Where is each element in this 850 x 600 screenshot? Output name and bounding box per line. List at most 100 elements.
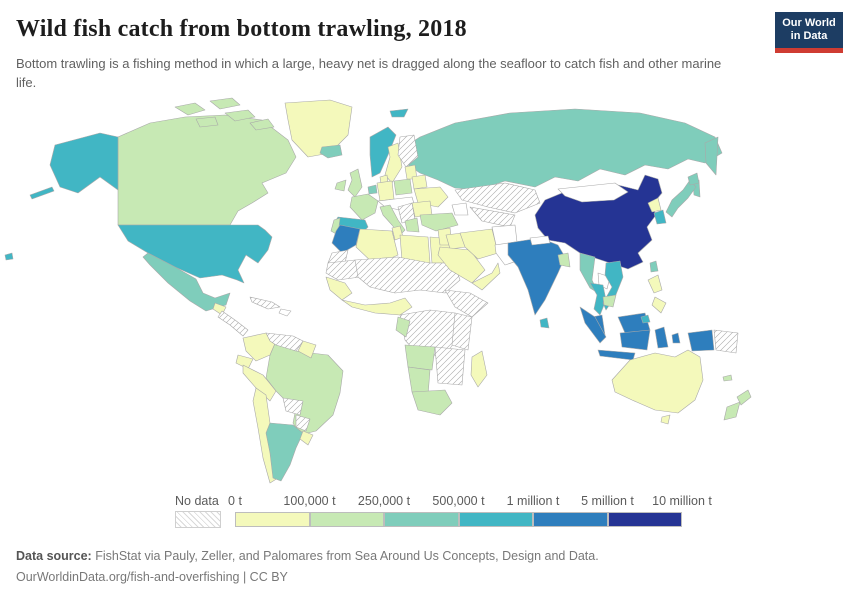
country-canada[interactable] xyxy=(117,114,297,226)
country-bangladesh[interactable] xyxy=(557,252,571,268)
country-papua-new-guinea[interactable] xyxy=(713,329,739,354)
country-arctic-island-5[interactable] xyxy=(195,116,219,128)
country-arctic-island-3[interactable] xyxy=(224,109,256,122)
country-greenland[interactable] xyxy=(284,99,353,158)
country-paraguay[interactable] xyxy=(295,414,311,432)
country-hispaniola[interactable] xyxy=(278,308,292,317)
country-thailand[interactable] xyxy=(589,282,607,316)
country-tasmania[interactable] xyxy=(660,414,671,425)
country-australia[interactable] xyxy=(611,349,704,414)
country-cambodia[interactable] xyxy=(602,294,617,308)
country-west-africa-coast[interactable] xyxy=(341,297,413,316)
country-new-zealand-south[interactable] xyxy=(723,401,741,421)
country-arctic-island-4[interactable] xyxy=(249,118,275,131)
country-senegal-guinea[interactable] xyxy=(325,276,353,301)
country-united-kingdom[interactable] xyxy=(347,168,363,198)
country-ireland[interactable] xyxy=(334,179,347,192)
country-kazakhstan[interactable] xyxy=(454,182,541,214)
country-north-korea[interactable] xyxy=(647,197,662,213)
country-iran[interactable] xyxy=(459,228,499,260)
country-russia[interactable] xyxy=(394,108,723,191)
country-south-africa[interactable] xyxy=(411,389,453,416)
legend-bins xyxy=(235,512,682,527)
country-kamchatka[interactable] xyxy=(704,136,719,176)
country-japan[interactable] xyxy=(665,179,697,218)
country-sulawesi[interactable] xyxy=(654,326,669,349)
country-aleutians[interactable] xyxy=(29,186,55,200)
country-kalimantan[interactable] xyxy=(619,329,651,351)
legend-tick-3: 500,000 t xyxy=(432,494,485,508)
country-hokkaido[interactable] xyxy=(687,172,700,186)
country-belarus[interactable] xyxy=(411,174,428,190)
country-sri-lanka[interactable] xyxy=(539,317,550,329)
country-horn-of-africa[interactable] xyxy=(444,289,489,318)
country-philippines-north[interactable] xyxy=(647,274,663,294)
country-arctic-island-1[interactable] xyxy=(174,102,206,116)
country-gabon-congo[interactable] xyxy=(395,316,411,338)
country-namibia[interactable] xyxy=(407,366,431,396)
country-svalbard[interactable] xyxy=(389,108,409,118)
country-philippines-south[interactable] xyxy=(651,296,667,314)
legend-swatch-b3[interactable] xyxy=(458,512,533,527)
legend-tick-5: 5 million t xyxy=(581,494,634,508)
country-greece[interactable] xyxy=(404,217,420,233)
country-zambia-mozambique[interactable] xyxy=(434,346,466,386)
source-line: Data source: FishStat via Pauly, Zeller,… xyxy=(16,546,599,567)
country-norway[interactable] xyxy=(369,126,397,178)
no-data-swatch[interactable] xyxy=(175,511,221,528)
legend-tick-4: 1 million t xyxy=(506,494,560,508)
legend-ticks: 0 t 100,000 t 250,000 t 500,000 t 1 million … xyxy=(228,494,712,512)
country-central-america[interactable] xyxy=(217,310,249,337)
country-taiwan[interactable] xyxy=(649,260,659,273)
country-guyana[interactable] xyxy=(297,340,317,359)
country-peru[interactable] xyxy=(242,364,277,402)
country-sumatra[interactable] xyxy=(579,306,607,344)
country-argentina[interactable] xyxy=(265,422,304,482)
country-arctic-island-2[interactable] xyxy=(209,97,241,110)
country-mexico[interactable] xyxy=(142,252,231,312)
legend-swatch-b5[interactable] xyxy=(607,512,682,527)
country-east-africa[interactable] xyxy=(451,312,473,351)
country-nepal[interactable] xyxy=(529,235,551,246)
country-bolivia[interactable] xyxy=(282,397,304,416)
country-angola[interactable] xyxy=(404,344,436,371)
world-map xyxy=(0,95,850,495)
legend-tick-2: 250,000 t xyxy=(357,494,411,508)
country-mongolia[interactable] xyxy=(557,182,629,203)
country-hawaii[interactable] xyxy=(4,252,14,261)
country-west-papua[interactable] xyxy=(687,329,715,352)
country-mauritania[interactable] xyxy=(325,259,361,281)
country-turkey[interactable] xyxy=(419,212,459,232)
country-madagascar[interactable] xyxy=(470,350,488,388)
no-data-label: No data xyxy=(175,494,219,508)
legend-tick-1: 100,000 t xyxy=(283,494,336,508)
country-moluccas[interactable] xyxy=(671,332,681,344)
country-brunei[interactable] xyxy=(640,314,651,324)
country-uruguay[interactable] xyxy=(299,430,314,446)
country-netherlands[interactable] xyxy=(367,184,378,195)
country-alaska[interactable] xyxy=(49,132,119,194)
country-new-caledonia[interactable] xyxy=(722,374,733,382)
country-caucasus[interactable] xyxy=(451,202,469,216)
legend-swatch-b2[interactable] xyxy=(384,512,459,527)
country-south-korea[interactable] xyxy=(653,209,667,225)
country-india[interactable] xyxy=(507,237,566,316)
country-finland[interactable] xyxy=(397,134,419,168)
country-united-states[interactable] xyxy=(117,224,273,284)
country-venezuela[interactable] xyxy=(265,332,304,352)
owid-logo[interactable]: Our World in Data xyxy=(775,12,843,53)
country-germany[interactable] xyxy=(376,180,395,202)
legend-swatch-b0[interactable] xyxy=(235,512,310,527)
country-java[interactable] xyxy=(597,349,636,361)
country-iceland[interactable] xyxy=(319,144,343,159)
country-cuba[interactable] xyxy=(249,296,281,310)
owid-url-link[interactable]: OurWorldinData.org/fish-and-overfishing xyxy=(16,570,240,585)
legend-swatch-b1[interactable] xyxy=(309,512,384,527)
country-yemen-oman[interactable] xyxy=(471,262,501,291)
country-poland[interactable] xyxy=(393,178,413,196)
country-sahel-belt[interactable] xyxy=(354,256,461,294)
country-france[interactable] xyxy=(349,193,379,221)
chart-footer: Data source: FishStat via Pauly, Zeller,… xyxy=(16,546,599,589)
chart-subtitle: Bottom trawling is a fishing method in w… xyxy=(16,56,722,90)
legend-swatch-b4[interactable] xyxy=(533,512,608,527)
